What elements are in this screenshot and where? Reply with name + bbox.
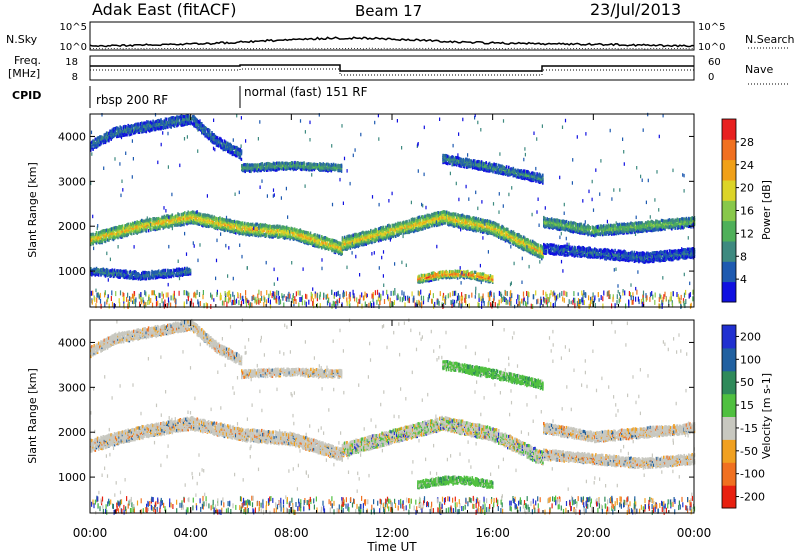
cpid-segment-2: normal (fast) 151 RF — [244, 85, 368, 99]
data-cell — [121, 126, 123, 129]
data-cell — [96, 231, 98, 234]
nsearch-label: N.Search — [745, 33, 795, 46]
data-cell — [589, 226, 591, 229]
data-cell — [538, 243, 540, 246]
cpid-segment-1: rbsp 200 RF — [96, 93, 168, 107]
data-cell — [319, 235, 321, 238]
noise-tick-right-top: 10^5 — [698, 22, 725, 33]
power-data-layer — [90, 113, 695, 309]
nsky-series — [90, 37, 694, 46]
data-cell — [492, 275, 494, 278]
station-title: Adak East (fitACF) — [92, 0, 236, 19]
nave-series — [90, 69, 694, 75]
data-cell — [178, 213, 180, 216]
noise-tick-left-bottom: 10^0 — [60, 42, 87, 53]
freq-label: Freq. — [14, 54, 41, 67]
data-cell — [674, 227, 676, 230]
beam-title: Beam 17 — [355, 2, 422, 20]
freq-tick-bottom: 8 — [72, 72, 78, 83]
nave-tick-top: 60 — [708, 57, 721, 68]
data-cell — [150, 218, 152, 221]
freq-tick-top: 18 — [65, 57, 78, 68]
data-cell — [184, 211, 186, 214]
mhz-label: [MHz] — [8, 67, 40, 80]
nsearch-series — [90, 48, 694, 49]
freq-panel-frame — [90, 56, 694, 80]
noise-tick-left-top: 10^5 — [60, 22, 87, 33]
data-cell — [166, 118, 168, 121]
nave-label: Nave — [745, 63, 773, 76]
noise-tick-right-bottom: 10^0 — [698, 42, 725, 53]
data-cell — [150, 228, 152, 231]
nave-tick-bottom: 0 — [708, 72, 714, 83]
date-title: 23/Jul/2013 — [590, 0, 681, 19]
cpid-label: CPID — [12, 89, 41, 102]
data-cell — [92, 233, 94, 236]
data-cell — [389, 225, 391, 228]
nsky-label: N.Sky — [6, 33, 38, 46]
